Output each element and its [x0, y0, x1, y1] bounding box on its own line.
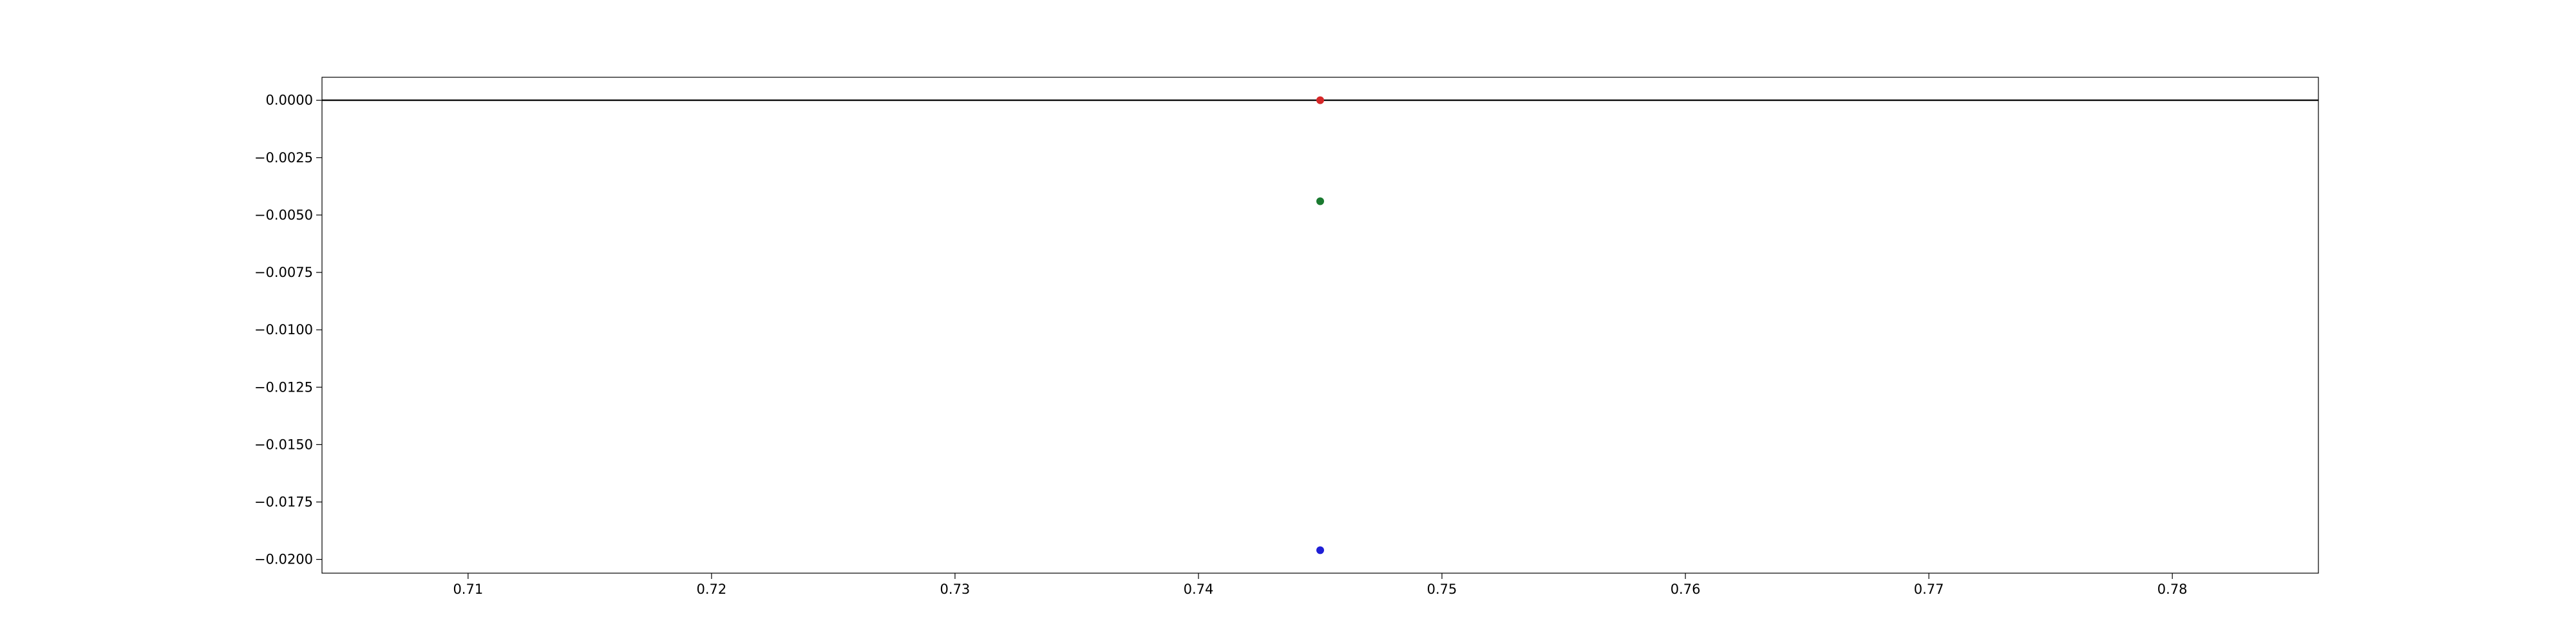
- x-tick-label: 0.71: [453, 582, 483, 597]
- y-tick-label: −0.0175: [254, 494, 313, 509]
- x-tick-label: 0.72: [696, 582, 726, 597]
- y-tick-label: −0.0025: [254, 150, 313, 166]
- data-point-1: [1316, 96, 1324, 104]
- axes-frame: [321, 77, 2319, 574]
- data-point-3: [1316, 546, 1324, 554]
- data-point-2: [1316, 197, 1324, 205]
- y-tick-label: −0.0100: [254, 322, 313, 337]
- x-tick-label: 0.77: [1914, 582, 1944, 597]
- plot-area: 0.71 0.72 0.73 0.74 0.75 0.76 0.77 0.78 0.0000 −…: [254, 77, 2319, 597]
- y-axis-ticks: 0.0000 −0.0025 −0.0050 −0.0075 −0.0100 −0.012…: [254, 93, 322, 567]
- x-tick-label: 0.75: [1427, 582, 1457, 597]
- x-axis-ticks: 0.71 0.72 0.73 0.74 0.75 0.76 0.77 0.78: [453, 573, 2188, 597]
- y-tick-label: 0.0000: [266, 93, 313, 108]
- x-tick-label: 0.74: [1184, 582, 1214, 597]
- x-tick-label: 0.78: [2157, 582, 2188, 597]
- x-tick-label: 0.73: [940, 582, 971, 597]
- y-tick-label: −0.0125: [254, 379, 313, 395]
- y-tick-label: −0.0150: [254, 437, 313, 452]
- y-tick-label: −0.0200: [254, 552, 313, 567]
- x-tick-label: 0.76: [1671, 582, 1701, 597]
- y-tick-label: −0.0075: [254, 265, 313, 280]
- data-points: [1316, 96, 1324, 554]
- y-tick-label: −0.0050: [254, 207, 313, 223]
